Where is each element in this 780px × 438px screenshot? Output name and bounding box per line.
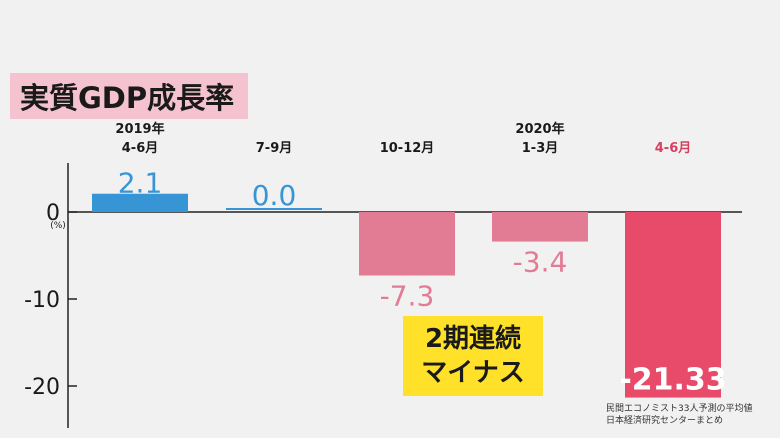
y-tick-label: -10 (24, 288, 60, 313)
source-note: 民間エコノミスト33人予測の平均値 日本経済研究センターまとめ (606, 403, 752, 427)
bar-1 (92, 193, 188, 212)
callout-line-1: 2期連続 (424, 324, 522, 354)
value-label-1: 2.1 (118, 167, 163, 200)
category-label-4: 1-3月 (522, 141, 559, 156)
bar-3 (359, 212, 455, 276)
bar-5 (625, 212, 721, 398)
y-tick-label: -20 (24, 375, 60, 400)
source-line-2: 日本経済研究センターまとめ (606, 416, 724, 426)
category-label-5: 4-6月 (655, 141, 692, 156)
y-unit-label: (%) (50, 221, 66, 231)
value-label-3: -7.3 (380, 280, 435, 313)
category-year-label-1: 2019年 (115, 121, 164, 137)
callout-box: 2期連続 マイナス (403, 316, 543, 396)
value-label-2: 0.0 (252, 179, 297, 212)
chart-title-box: 実質GDP成長率 (10, 73, 249, 119)
bar-4 (492, 212, 588, 242)
value-label-5: -21.33 (619, 363, 726, 398)
category-year-label-4: 2020年 (515, 121, 564, 137)
callout-line-2: マイナス (421, 358, 525, 388)
bar-2 (226, 208, 322, 210)
y-tick-label: 0 (46, 201, 60, 226)
category-label-1: 4-6月 (122, 141, 159, 156)
category-label-2: 7-9月 (256, 141, 293, 156)
source-line-1: 民間エコノミスト33人予測の平均値 (606, 404, 753, 414)
value-label-4: -3.4 (513, 246, 568, 279)
chart-title: 実質GDP成長率 (20, 81, 235, 115)
category-label-3: 10-12月 (380, 141, 435, 156)
